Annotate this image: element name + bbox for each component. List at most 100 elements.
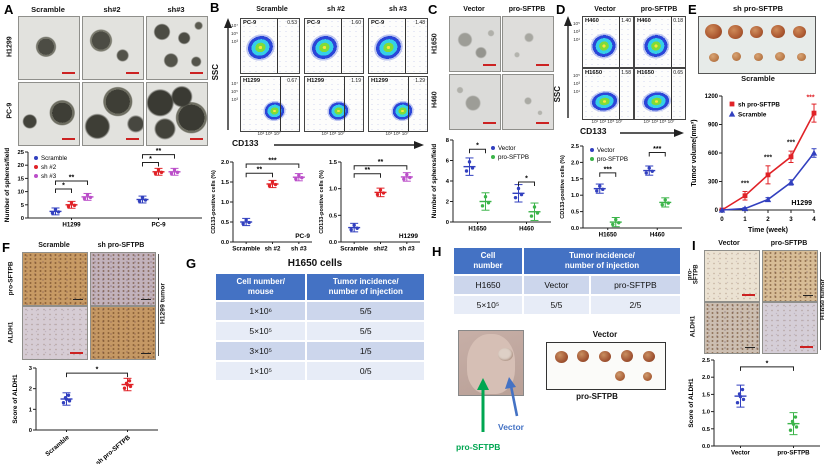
table-cell: Vector xyxy=(524,276,589,294)
svg-text:0: 0 xyxy=(29,428,32,434)
svg-text:1: 1 xyxy=(743,216,747,223)
table-header-cell: Tumor incidence/ number of injection xyxy=(307,274,424,300)
flow-percent-value: 0.65 xyxy=(673,70,683,76)
panel-a: A Scramble sh#2 sh#3 H1299 PC-9 0 5 10 15 20… xyxy=(2,0,208,236)
svg-text:*: * xyxy=(525,176,528,183)
col-header-sh2: sh#2 xyxy=(103,5,121,14)
flow-plot-h1299-scramble: H1299 0.67 xyxy=(240,76,300,132)
flow-cell-line-label: H1299 xyxy=(307,78,325,84)
svg-text:***: *** xyxy=(268,158,276,165)
svg-text:8: 8 xyxy=(446,138,450,144)
svg-text:CD133-positive cells (%): CD133-positive cells (%) xyxy=(211,170,217,234)
svg-text:0.0: 0.0 xyxy=(329,240,337,246)
table-row: 1×10⁶ 5/5 xyxy=(216,302,424,320)
svg-text:sh #3: sh #3 xyxy=(41,173,57,180)
table-row: H1650 Vector pro-SFTPB xyxy=(454,276,680,294)
scale-bar xyxy=(483,64,496,66)
flow-cell-line-label: H460 xyxy=(637,18,651,24)
svg-text:Number of spheres/field: Number of spheres/field xyxy=(4,148,11,222)
cd133-positive-chart: 0.0 0.5 1.0 1.5 2.0 2.5 CD133-positive cells (… xyxy=(560,144,682,239)
scale-bar xyxy=(190,72,203,74)
svg-text:sh#2: sh#2 xyxy=(373,246,388,253)
flow-gate-line xyxy=(619,69,620,119)
flow-cell-line-label: H1650 xyxy=(637,70,655,76)
flow-gate-line xyxy=(619,17,620,67)
scale-bar xyxy=(141,298,151,300)
svg-text:Vector: Vector xyxy=(731,450,751,457)
panel-h: H Cell number Tumor incidence/ number of… xyxy=(428,244,686,462)
panel-b-letter: B xyxy=(210,0,220,15)
row-label-pro-sftpb: pro- SFTPB xyxy=(687,264,700,285)
flow-gate-line xyxy=(280,77,282,131)
flow-cell-line-label: H460 xyxy=(585,18,599,24)
scale-bar xyxy=(536,64,549,66)
ihc-pro-sftpb-sh xyxy=(90,252,156,306)
flow-plot-pc9-scramble: PC-9 0.53 xyxy=(238,18,300,74)
panel-h-letter: H xyxy=(432,244,442,259)
svg-text:Scramble: Scramble xyxy=(44,434,71,458)
col-header-sh-pro-sftpb: sh pro-SFTPB xyxy=(97,242,145,249)
tumor-photo xyxy=(546,342,666,390)
svg-text:*: * xyxy=(62,182,65,189)
ssc-axis-label: SSC xyxy=(210,63,220,81)
tumor xyxy=(705,24,722,39)
spheres-per-field-chart: 0 2 4 6 8 Number of spheres/field H1650 H460 * * V… xyxy=(431,138,551,233)
svg-text:Vector: Vector xyxy=(498,145,516,152)
svg-text:1.0: 1.0 xyxy=(221,200,229,206)
ihc-pro-sftpb-vector xyxy=(704,250,760,302)
svg-text:2.0: 2.0 xyxy=(221,160,229,166)
svg-text:2.0: 2.0 xyxy=(702,375,710,381)
tumor xyxy=(732,52,741,61)
flow-cell-line-label: PC-9 xyxy=(307,20,321,26)
svg-text:CD133-positive cells (%): CD133-positive cells (%) xyxy=(560,155,566,219)
svg-text:0.5: 0.5 xyxy=(702,427,711,433)
flow-gate-line xyxy=(671,17,672,67)
svg-text:H1650: H1650 xyxy=(468,226,487,233)
tumor xyxy=(599,351,611,362)
ssc-axis-arrow xyxy=(224,18,232,130)
svg-text:**: ** xyxy=(257,167,263,174)
row-label-h460: H460 xyxy=(431,91,439,109)
flow-x-ticks: 10³ 10⁵ 10⁷ xyxy=(257,131,281,136)
svg-text:*: * xyxy=(766,360,769,367)
table-cell: 5/5 xyxy=(524,296,589,314)
flow-plot-h1299-sh2: H1299 1.19 xyxy=(304,76,364,132)
panel-f: F Scramble sh pro-SFTPB pro-SFTPB ALDH1 … xyxy=(2,240,178,464)
svg-text:1.5: 1.5 xyxy=(221,180,230,186)
tumor xyxy=(643,372,652,381)
panel-e: E sh pro-SFTPB Scramble 0 300 600 900 1200 0 1… xyxy=(688,0,822,240)
micrograph-pc9-scramble xyxy=(18,82,80,146)
ihc-aldh1-pro-sftpb xyxy=(762,302,818,354)
tumor-volume-line-chart: 0 300 600 900 1200 0 1 2 3 4 Tumor volume(mm³) Time… xyxy=(691,94,818,234)
tumor xyxy=(797,53,806,61)
table-cell: pro-SFTPB xyxy=(590,276,680,294)
svg-text:H1299: H1299 xyxy=(62,222,81,229)
flow-y-ticks: 10⁷ 10⁵ 10³ xyxy=(230,23,238,44)
svg-text:2.5: 2.5 xyxy=(702,358,711,364)
scale-bar xyxy=(73,298,83,300)
micrograph-h1299-sh2 xyxy=(82,16,144,80)
cd133-positive-pc9-chart: 0.0 0.5 1.0 1.5 2.0 CD133-positive cells (%) S… xyxy=(211,158,312,253)
row-label-aldh1: ALDH1 xyxy=(7,321,15,344)
col-header-pro-sftpb: pro-SFTPB xyxy=(770,240,808,247)
svg-text:sh #3: sh #3 xyxy=(291,246,307,253)
panel-g: G H1650 cells Cell number/ mouse Tumor i… xyxy=(186,252,426,462)
flow-percent-value: 1.60 xyxy=(351,20,361,26)
panel-f-letter: F xyxy=(2,240,10,255)
tumor xyxy=(754,53,763,61)
svg-text:H1650: H1650 xyxy=(599,232,618,239)
svg-text:H460: H460 xyxy=(650,232,665,239)
tumor xyxy=(555,351,568,363)
svg-text:2: 2 xyxy=(29,387,32,393)
table-cell: 3×10⁵ xyxy=(216,342,306,360)
scale-bar xyxy=(141,352,151,354)
row-label-pro-sftpb: pro-SFTPB xyxy=(7,261,15,296)
tumor-incidence-table: Cell number Tumor incidence/ number of i… xyxy=(452,246,682,316)
flow-gate-line xyxy=(276,19,278,73)
row-label-h1650: H1650 xyxy=(431,33,439,54)
row-label-h1299: H1299 xyxy=(6,36,14,57)
tumor xyxy=(728,25,743,39)
panel-c-letter: C xyxy=(428,2,438,17)
tumor-photo-bottom-label: Scramble xyxy=(741,74,775,83)
